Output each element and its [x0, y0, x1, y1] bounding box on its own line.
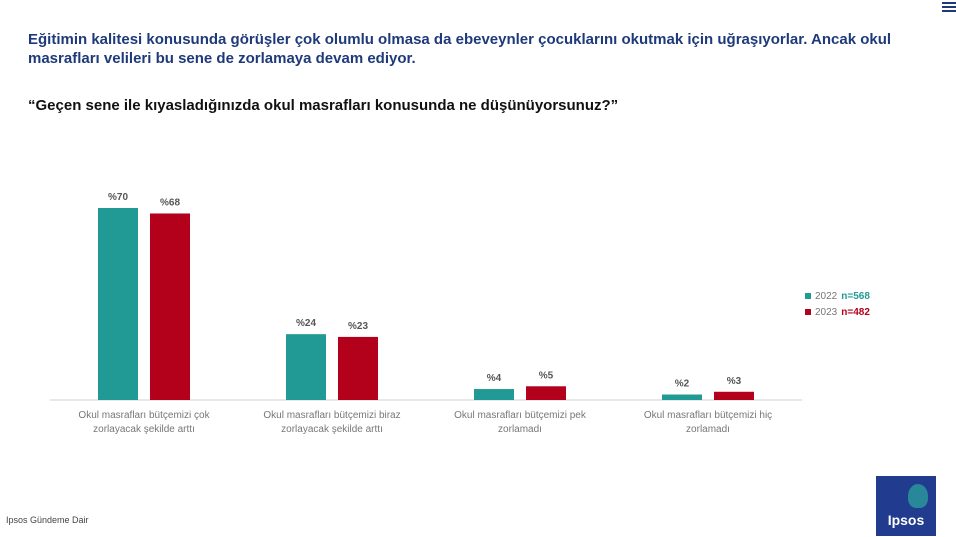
legend-year: 2023 — [815, 306, 838, 318]
legend-swatch — [805, 293, 811, 299]
bar-2023-1 — [150, 213, 190, 400]
bar-2022-2 — [286, 334, 326, 400]
category-label: Okul masrafları bütçemizi pek zorlamadı — [454, 410, 587, 435]
legend-swatch — [805, 309, 811, 315]
data-label: %5 — [539, 370, 554, 381]
headline: Eğitimin kalitesi konusunda görüşler çok… — [28, 31, 892, 67]
category-label: Okul masrafları bütçemizi biraz zorlayaca… — [263, 410, 400, 435]
bar-2023-4 — [714, 391, 754, 400]
legend-item-2023: 2023 n=482 — [805, 304, 870, 320]
chart-legend: 2022 n=568 2023 n=482 — [805, 288, 870, 320]
ipsos-logo: Ipsos — [876, 476, 936, 536]
bar-2022-3 — [474, 389, 514, 400]
legend-sample-size: n=568 — [841, 290, 870, 302]
data-label: %68 — [160, 197, 180, 208]
corner-decoration — [942, 0, 956, 16]
bar-2022-4 — [662, 394, 702, 400]
bar-2022-1 — [98, 208, 138, 400]
footer-source: Ipsos Gündeme Dair — [6, 515, 89, 525]
data-label: %23 — [348, 321, 368, 332]
data-label: %70 — [108, 192, 128, 203]
data-label: %24 — [296, 318, 316, 329]
category-label: Okul masrafları bütçemizi hiç zorlamadı — [644, 410, 772, 435]
legend-year: 2022 — [815, 290, 838, 302]
legend-sample-size: n=482 — [841, 306, 870, 318]
logo-text: Ipsos — [887, 512, 925, 528]
logo-mark-icon — [908, 484, 928, 508]
data-label: %3 — [727, 376, 742, 387]
bar-2023-3 — [526, 386, 566, 400]
legend-item-2022: 2022 n=568 — [805, 288, 870, 304]
data-label: %4 — [487, 373, 502, 384]
data-label: %2 — [675, 379, 690, 390]
bar-2023-2 — [338, 336, 378, 400]
category-label: Okul masrafları bütçemizi çok zorlayacak … — [78, 410, 210, 435]
survey-question: “Geçen sene ile kıyasladığınızda okul ma… — [28, 97, 619, 114]
